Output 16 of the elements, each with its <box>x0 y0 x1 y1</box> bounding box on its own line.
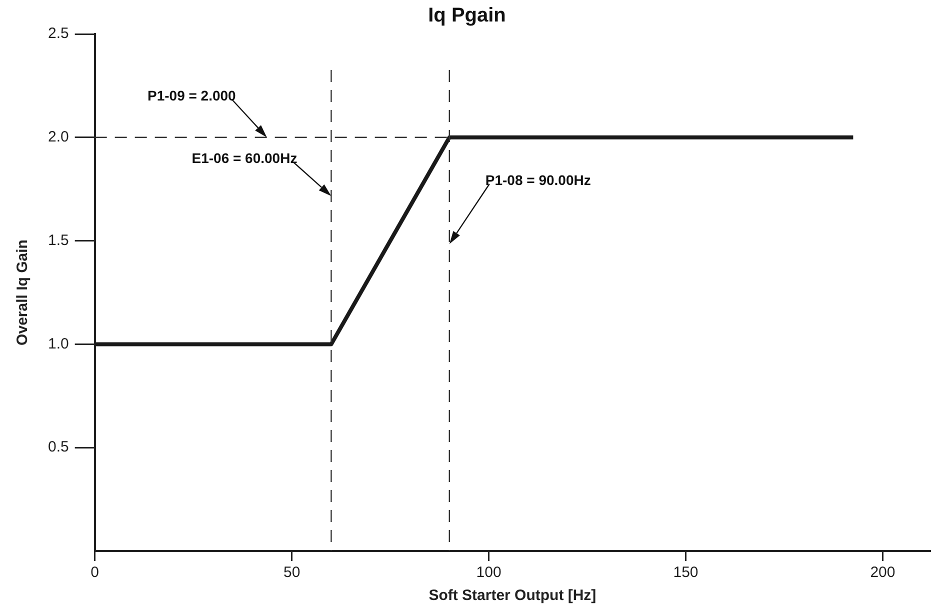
y-axis-title: Overall Iq Gain <box>14 240 32 346</box>
x-tick-label: 50 <box>283 564 300 582</box>
chart-title: Iq Pgain <box>428 4 506 27</box>
ref-line-label: E1-06 = 60.00Hz <box>192 150 298 166</box>
x-tick-label: 100 <box>476 564 502 582</box>
y-tick-label: 1.5 <box>48 232 69 249</box>
ref-line-label: P1-08 = 90.00Hz <box>485 172 591 188</box>
ref-line-label: P1-09 = 2.000 <box>147 87 236 104</box>
y-tick-label: 1.0 <box>48 335 69 352</box>
x-tick-label: 0 <box>90 564 100 582</box>
x-tick-label: 200 <box>870 564 896 582</box>
y-tick-label: 2.5 <box>48 25 69 42</box>
y-tick-label: 2.0 <box>48 128 69 146</box>
x-tick-label: 150 <box>673 564 698 582</box>
x-axis-title: Soft Starter Output [Hz] <box>428 587 596 604</box>
y-tick-label: 0.5 <box>48 438 69 456</box>
